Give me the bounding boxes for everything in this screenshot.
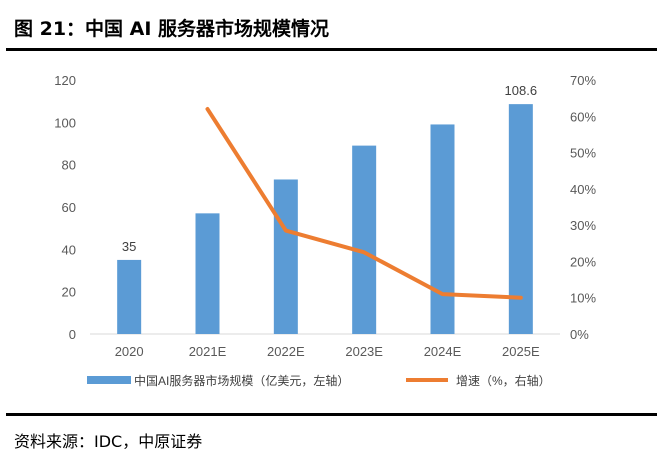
figure-title: 图 21：中国 AI 服务器市场规模情况 <box>14 18 330 40</box>
bar-2021E <box>195 213 220 334</box>
bar-2024E <box>430 124 455 334</box>
left-axis-ticks: 0 20 40 60 80 100 120 <box>54 73 76 342</box>
legend-line-label: 增速（%，右轴） <box>456 373 551 388</box>
x-axis-ticks: 2020 2021E 2022E 2023E 2024E 2025E <box>115 344 540 359</box>
right-tick-40%: 40% <box>570 182 596 197</box>
left-tick-40: 40 <box>62 242 76 257</box>
bar-2023E <box>352 145 377 334</box>
left-tick-20: 20 <box>62 285 76 300</box>
data-label-2025E: 108.6 <box>505 83 538 98</box>
bar-2020 <box>117 259 142 334</box>
left-tick-60: 60 <box>62 200 76 215</box>
right-axis-ticks: 0% 10% 20% 30% 40% 50% 60% 70% <box>570 73 596 342</box>
x-tick-2024E: 2024E <box>424 344 462 359</box>
right-tick-60%: 60% <box>570 109 596 124</box>
legend: 中国AI服务器市场规模（亿美元，左轴） 增速（%，右轴） <box>87 373 551 388</box>
left-tick-100: 100 <box>54 115 76 130</box>
x-tick-2020: 2020 <box>115 344 144 359</box>
right-tick-50%: 50% <box>570 146 596 161</box>
left-tick-120: 120 <box>54 73 76 88</box>
legend-bar-label: 中国AI服务器市场规模（亿美元，左轴） <box>134 373 349 388</box>
bottom-rule <box>6 413 657 416</box>
left-tick-80: 80 <box>62 158 76 173</box>
bar-2022E <box>273 179 298 334</box>
x-tick-2021E: 2021E <box>189 344 227 359</box>
x-tick-2023E: 2023E <box>345 344 383 359</box>
right-tick-0%: 0% <box>570 327 589 342</box>
right-tick-30%: 30% <box>570 218 596 233</box>
data-label-2020: 35 <box>122 239 136 254</box>
data-labels-group: 35 108.6 <box>122 83 537 254</box>
growth-line <box>205 107 523 300</box>
top-rule <box>6 48 657 51</box>
right-tick-10%: 10% <box>570 291 596 306</box>
bars-group <box>117 104 533 334</box>
legend-bar-swatch <box>87 376 131 384</box>
source-note: 资料来源：IDC，中原证券 <box>14 432 203 451</box>
x-tick-2025E: 2025E <box>502 344 540 359</box>
right-tick-70%: 70% <box>570 73 596 88</box>
right-tick-20%: 20% <box>570 254 596 269</box>
x-tick-2022E: 2022E <box>267 344 305 359</box>
left-tick-0: 0 <box>69 327 76 342</box>
